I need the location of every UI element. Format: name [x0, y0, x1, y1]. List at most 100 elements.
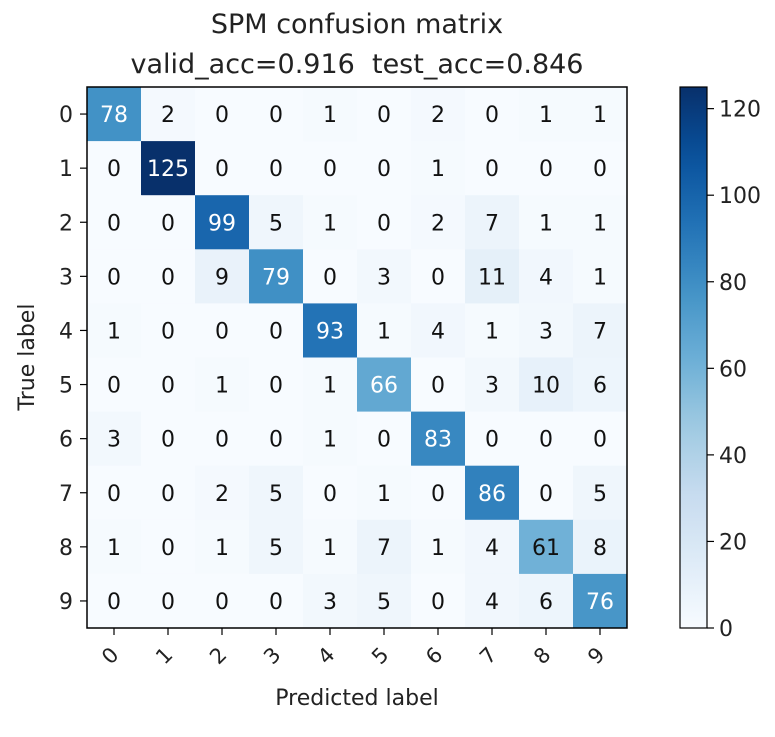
- heatmap-cell: [519, 249, 574, 304]
- colorbar-tick-label: 60: [719, 357, 747, 382]
- cell-value-labels: 78 2 0 0 1 0 2 0 1 10 125 0 0 0 0 1 0 0 00 0 99 5 1 0 2 7 1 10 0 9 79 0…: [100, 103, 614, 615]
- heatmap-cell: [465, 87, 520, 142]
- heatmap-cell: [519, 87, 574, 142]
- heatmap-cell: [195, 141, 250, 196]
- cell-value-label: 0: [485, 103, 499, 128]
- y-tick-label: 3: [59, 265, 73, 290]
- cell-value-label: 1: [215, 536, 229, 561]
- colorbar-tick-label: 80: [719, 271, 747, 296]
- heatmap-cell: [357, 195, 412, 250]
- heatmap-cell: [465, 465, 520, 521]
- cell-value-label: 3: [485, 374, 499, 399]
- heatmap-cell: [303, 465, 358, 521]
- heatmap-cell: [411, 519, 466, 575]
- heatmap-cell: [573, 195, 628, 250]
- x-axis-label: Predicted label: [275, 686, 438, 711]
- y-tick-label: 6: [59, 428, 73, 453]
- y-tick-label: 1: [59, 157, 73, 182]
- cell-value-label: 0: [485, 428, 499, 453]
- x-tick-label: 7: [475, 643, 501, 669]
- cell-value-label: 0: [539, 482, 553, 507]
- cell-value-label: 0: [593, 428, 607, 453]
- cell-value-label: 0: [431, 374, 445, 399]
- cell-value-label: 0: [269, 103, 283, 128]
- cell-value-label: 6: [593, 374, 607, 399]
- cell-value-label: 0: [323, 157, 337, 182]
- heatmap-cell: [465, 141, 520, 196]
- cell-value-label: 0: [161, 374, 175, 399]
- cell-value-label: 0: [107, 590, 121, 615]
- cell-value-label: 86: [478, 482, 506, 507]
- cell-value-label: 7: [485, 211, 499, 236]
- heatmap-cell: [573, 357, 628, 413]
- heatmap-cell: [141, 141, 196, 196]
- cell-value-label: 4: [485, 536, 499, 561]
- y-tick-label: 0: [59, 103, 73, 128]
- cell-value-label: 1: [107, 536, 121, 561]
- heatmap-cell: [573, 303, 628, 358]
- heatmap-cell: [357, 357, 412, 413]
- heatmap-cell: [411, 357, 466, 413]
- cell-value-label: 0: [323, 482, 337, 507]
- heatmap-cell: [411, 195, 466, 250]
- heatmap-cell: [195, 519, 250, 575]
- cell-value-label: 4: [539, 265, 553, 290]
- cell-value-label: 0: [539, 428, 553, 453]
- cell-value-label: 93: [316, 319, 344, 344]
- cell-value-label: 0: [161, 211, 175, 236]
- cell-value-label: 6: [539, 590, 553, 615]
- heatmap-cell: [519, 573, 574, 629]
- cell-value-label: 10: [532, 374, 560, 399]
- colorbar-tick-label: 100: [719, 184, 761, 209]
- y-tick-label: 2: [59, 211, 73, 236]
- cell-value-label: 4: [485, 590, 499, 615]
- heatmap-cell: [465, 411, 520, 467]
- cell-value-label: 1: [593, 103, 607, 128]
- heatmap-cell: [411, 303, 466, 358]
- cell-value-label: 0: [215, 590, 229, 615]
- cell-value-label: 2: [431, 103, 445, 128]
- chart-subtitle: valid_acc=0.916 test_acc=0.846: [131, 49, 584, 80]
- cell-value-label: 0: [107, 482, 121, 507]
- heatmap-cell: [249, 303, 304, 358]
- x-tick-label: 4: [313, 643, 339, 669]
- heatmap-cell: [303, 519, 358, 575]
- heatmap-cell: [195, 87, 250, 142]
- cell-value-label: 0: [377, 157, 391, 182]
- cell-value-label: 1: [215, 374, 229, 399]
- heatmap-cell: [465, 195, 520, 250]
- cell-value-label: 0: [431, 265, 445, 290]
- x-tick-label: 1: [151, 643, 177, 669]
- cell-value-label: 5: [269, 536, 283, 561]
- cell-value-label: 1: [323, 211, 337, 236]
- cell-value-label: 0: [215, 157, 229, 182]
- cell-value-label: 79: [262, 265, 290, 290]
- cell-value-label: 125: [147, 157, 189, 182]
- heatmap-cell: [249, 357, 304, 413]
- cell-value-label: 0: [269, 374, 283, 399]
- cell-value-label: 0: [431, 482, 445, 507]
- cell-value-label: 0: [107, 211, 121, 236]
- heatmap-cell: [141, 195, 196, 250]
- heatmap-cell: [87, 141, 142, 196]
- cell-value-label: 83: [424, 428, 452, 453]
- heatmap-cell: [249, 87, 304, 142]
- heatmap-cell: [519, 357, 574, 413]
- x-axis-ticks: 0 1 2 3 4 5 6 7 8 9: [97, 628, 610, 669]
- y-tick-label: 9: [59, 590, 73, 615]
- heatmap-cell: [195, 411, 250, 467]
- heatmap-cell: [87, 411, 142, 467]
- y-tick-label: 4: [59, 319, 73, 344]
- cell-value-label: 1: [107, 319, 121, 344]
- heatmap-cell: [465, 357, 520, 413]
- heatmap-cell: [465, 573, 520, 629]
- heatmap-cell: [573, 465, 628, 521]
- cell-value-label: 0: [215, 103, 229, 128]
- heatmap-cell: [573, 249, 628, 304]
- heatmap-cell: [357, 249, 412, 304]
- heatmap-cell: [87, 87, 142, 142]
- heatmap-cell: [411, 465, 466, 521]
- heatmap-cell: [249, 573, 304, 629]
- cell-value-label: 1: [485, 319, 499, 344]
- cell-value-label: 0: [539, 157, 553, 182]
